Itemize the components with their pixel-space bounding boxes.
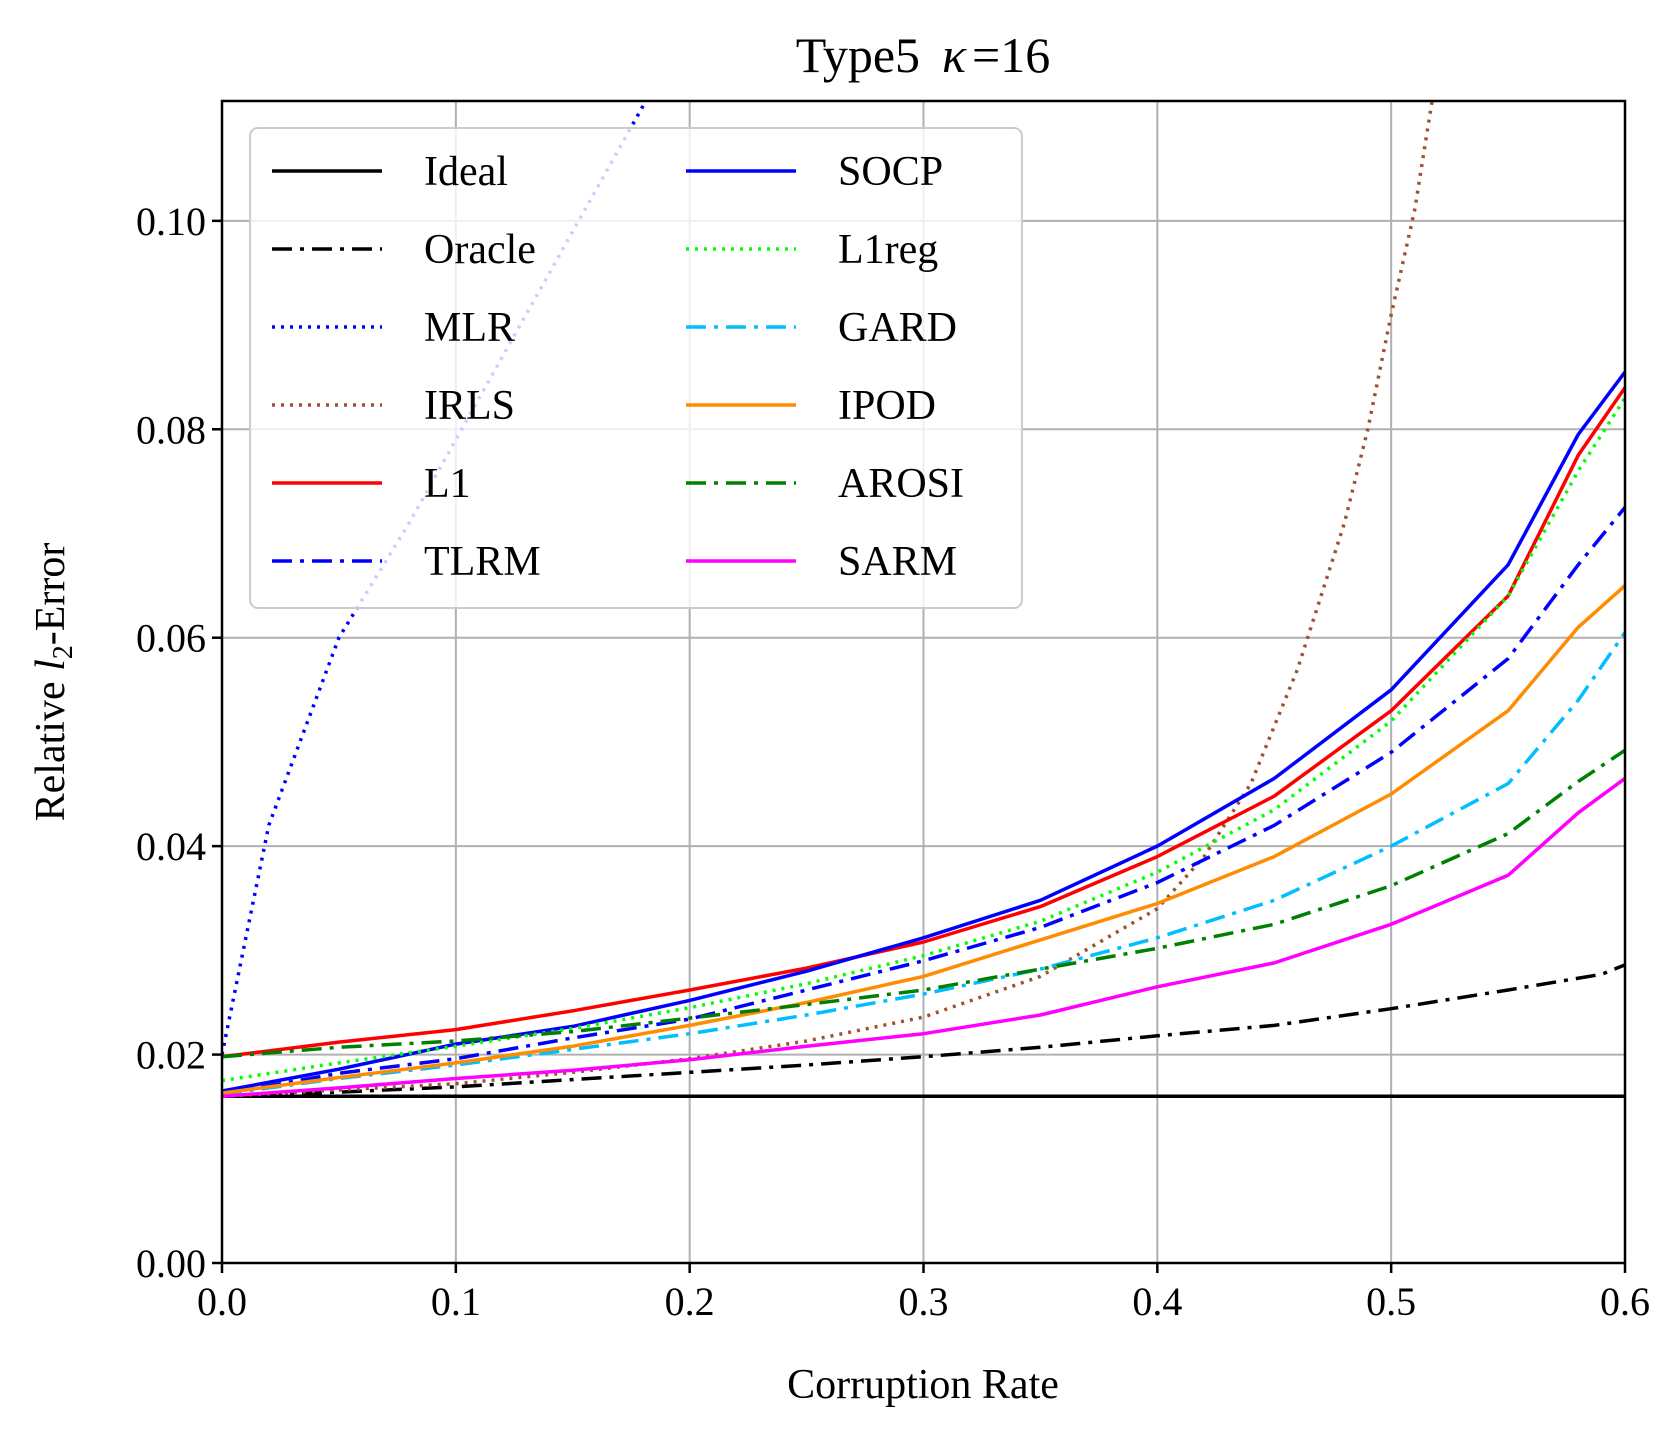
legend: Ideal Oracle MLR IRLS L1 TLRM SOCP L1reg GARD IPO…	[249, 127, 1023, 609]
x-tick-label: 0.3	[899, 1279, 949, 1324]
series-line-ipod	[222, 584, 1625, 1095]
legend-label-arosi: AROSI	[838, 461, 964, 507]
chart-title: Type5 κ =16	[796, 27, 1050, 83]
legend-label-socp: SOCP	[838, 149, 943, 195]
y-tick-label: 0.06	[136, 616, 206, 661]
legend-label-gard: GARD	[838, 305, 957, 351]
y-axis-ticks: 0.00 0.02 0.04 0.06 0.08 0.10	[136, 199, 222, 1286]
x-tick-label: 0.5	[1366, 1279, 1416, 1324]
legend-label-tlrm: TLRM	[424, 539, 541, 585]
legend-label-l1reg: L1reg	[838, 227, 938, 273]
series-line-tlrm	[222, 506, 1625, 1096]
legend-label-irls: IRLS	[424, 383, 515, 429]
series-line-gard	[222, 631, 1625, 1096]
legend-label-ipod: IPOD	[838, 383, 936, 429]
x-axis-label: Corruption Rate	[787, 1362, 1059, 1408]
y-axis-label: Relative l2-Error	[28, 543, 79, 822]
y-tick-label: 0.04	[136, 824, 206, 869]
x-tick-label: 0.0	[197, 1279, 247, 1324]
series-line-arosi	[222, 748, 1625, 1059]
legend-label-l1: L1	[424, 461, 471, 507]
y-tick-label: 0.02	[136, 1033, 206, 1078]
series-line-sarm	[222, 776, 1625, 1099]
y-tick-label: 0.10	[136, 199, 206, 244]
series-line-oracle	[222, 963, 1625, 1099]
y-tick-label: 0.00	[136, 1241, 206, 1286]
legend-box	[249, 127, 1023, 609]
legend-label-oracle: Oracle	[424, 227, 536, 273]
series-line-l1	[222, 386, 1625, 1059]
series-line-irls	[222, 101, 1434, 1099]
x-tick-label: 0.6	[1600, 1279, 1650, 1324]
x-tick-label: 0.4	[1132, 1279, 1182, 1324]
x-tick-label: 0.2	[665, 1279, 715, 1324]
legend-label-ideal: Ideal	[424, 149, 508, 195]
x-axis-ticks: 0.0 0.1 0.2 0.3 0.4 0.5 0.6	[197, 1263, 1650, 1324]
legend-label-sarm: SARM	[838, 539, 957, 585]
y-tick-label: 0.08	[136, 407, 206, 452]
legend-label-mlr: MLR	[424, 305, 515, 351]
series-lines	[222, 101, 1625, 1099]
x-tick-label: 0.1	[431, 1279, 481, 1324]
